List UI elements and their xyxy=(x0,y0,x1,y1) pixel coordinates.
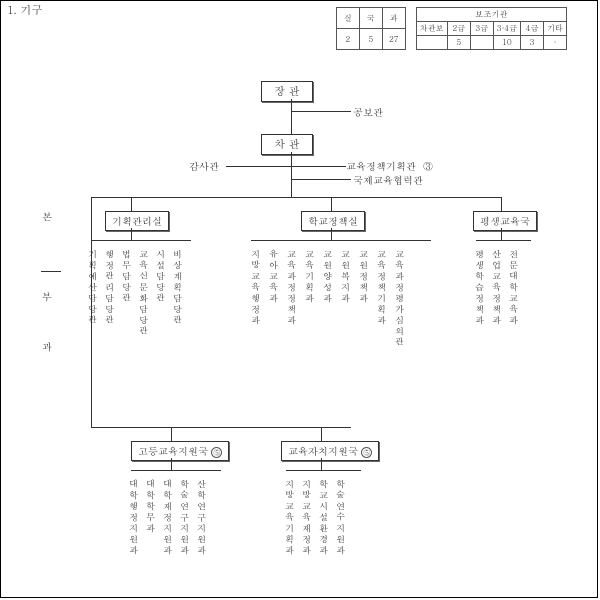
connector xyxy=(501,197,502,211)
connector xyxy=(131,197,132,211)
table-silgukgwa: 실 국 과 2 5 27 xyxy=(336,7,406,50)
td: · xyxy=(544,36,567,50)
dept-e-cols: 지방교육기획과 지방교육재정과 학교시설환경과 학술연수지원과 xyxy=(283,479,345,556)
dept-e: 교육자치지원국 ⑤ xyxy=(281,441,379,461)
circ-icon: ⑤ xyxy=(361,447,372,458)
side-label: 본 xyxy=(41,211,52,223)
col: 대학학무과 xyxy=(144,479,155,556)
td xyxy=(470,36,493,50)
th: 2급 xyxy=(447,22,470,36)
dept-d: 고등교육지원국 ⑤ xyxy=(131,441,229,461)
connector xyxy=(291,179,351,180)
col: 비상계획담당관 xyxy=(171,249,182,337)
connector xyxy=(291,111,351,112)
connector xyxy=(331,228,332,240)
connector xyxy=(91,197,501,198)
label-gongbo: 공보관 xyxy=(353,105,383,119)
td: 10 xyxy=(493,36,520,50)
section-title: 1. 기구 xyxy=(7,3,42,18)
dept-a: 기획관리실 xyxy=(105,211,169,231)
col: 교육과정정책과 xyxy=(285,249,296,348)
td: 5 xyxy=(359,29,382,50)
connector xyxy=(171,427,172,441)
td: 5 xyxy=(447,36,470,50)
col: 전문대학교육과 xyxy=(507,249,518,326)
col: 법무담당관 xyxy=(120,249,131,337)
col: 지방교육행정과 xyxy=(249,249,260,348)
col: 대학재정지원과 xyxy=(161,479,172,556)
td xyxy=(416,36,447,50)
th: 국 xyxy=(359,8,382,29)
th: 3·4급 xyxy=(493,22,520,36)
td: 2 xyxy=(336,29,359,50)
node-jangkwan: 장 관 xyxy=(261,81,313,102)
connector xyxy=(291,99,292,134)
connector xyxy=(226,166,346,167)
connector xyxy=(321,427,322,441)
connector xyxy=(131,470,221,471)
dept-b-cols: 지방교육행정과 유아교육과 교육과정정책과 교육기획과 교원양성과 교원복지과 … xyxy=(249,249,404,348)
connector xyxy=(286,470,361,471)
side-label: 부 xyxy=(41,291,52,303)
col: 교육기획과 xyxy=(303,249,314,348)
th: 3급 xyxy=(470,22,493,36)
td: 27 xyxy=(382,29,405,50)
dept-d-name: 고등교육지원국 xyxy=(138,444,208,458)
dept-e-name: 교육자치지원국 xyxy=(288,444,358,458)
connector xyxy=(331,197,332,211)
label-gamsa: 감사관 xyxy=(189,159,219,173)
col: 대학행정지원과 xyxy=(127,479,138,556)
side-label: 과 xyxy=(41,341,52,353)
dept-c-cols: 평생학습정책과 산업교육정책과 전문대학교육과 xyxy=(473,249,518,326)
col: 산학연구지원과 xyxy=(195,479,206,556)
connector xyxy=(291,152,292,197)
col: 학술연구지원과 xyxy=(178,479,189,556)
header-tables: 실 국 과 2 5 27 보조기관 차관보 2급 3급 3·4급 4급 기타 xyxy=(336,7,567,50)
th: 4급 xyxy=(521,22,544,36)
col: 교원정책과 xyxy=(357,249,368,348)
th: 기타 xyxy=(544,22,567,36)
col: 교원양성과 xyxy=(321,249,332,348)
col: 행정관리담당관 xyxy=(103,249,114,337)
label-circ3: ③ xyxy=(423,159,433,173)
dept-a-cols: 기획예산담당관 행정관리담당관 법무담당관 교육신문화담당관 시설담당관 비상계… xyxy=(86,249,182,337)
col: 지방교육재정과 xyxy=(300,479,311,556)
label-intl: 국제교육협력관 xyxy=(353,173,423,187)
col: 교육과정평가심의관 xyxy=(393,249,404,348)
connector xyxy=(501,228,502,240)
circ-icon: ⑤ xyxy=(211,447,222,458)
side-line xyxy=(41,271,61,272)
col: 교원복지과 xyxy=(339,249,350,348)
col: 유아교육과 xyxy=(267,249,278,348)
col: 평생학습정책과 xyxy=(473,249,484,326)
col: 시설담당관 xyxy=(154,249,165,337)
td: 3 xyxy=(521,36,544,50)
col: 교육신문화담당관 xyxy=(137,249,148,337)
dept-d-cols: 대학행정지원과 대학학무과 대학재정지원과 학술연구지원과 산학연구지원과 xyxy=(127,479,206,556)
connector xyxy=(91,427,351,428)
label-eduplan: 교육정책기획관 xyxy=(346,159,416,173)
node-chakwan: 차 관 xyxy=(261,134,313,155)
connector xyxy=(251,240,431,241)
th: 차관보 xyxy=(416,22,447,36)
col: 산업교육정책과 xyxy=(490,249,501,326)
connector xyxy=(91,240,191,241)
connector xyxy=(171,458,172,470)
th: 과 xyxy=(382,8,405,29)
col: 교육정책기획과 xyxy=(375,249,386,348)
connector xyxy=(131,228,132,240)
th: 실 xyxy=(336,8,359,29)
connector xyxy=(476,240,531,241)
col: 기획예산담당관 xyxy=(86,249,97,337)
dept-b: 학교정책실 xyxy=(301,211,365,231)
th-title: 보조기관 xyxy=(416,8,566,22)
col: 지방교육기획과 xyxy=(283,479,294,556)
col: 학교시설환경과 xyxy=(317,479,328,556)
col: 학술연수지원과 xyxy=(334,479,345,556)
dept-c: 평생교육국 xyxy=(473,211,537,231)
page-frame: 1. 기구 실 국 과 2 5 27 보조기관 차관보 2급 3급 3·4급 xyxy=(0,0,598,598)
connector xyxy=(321,458,322,470)
table-bojo: 보조기관 차관보 2급 3급 3·4급 4급 기타 5 10 3 · xyxy=(416,7,567,50)
